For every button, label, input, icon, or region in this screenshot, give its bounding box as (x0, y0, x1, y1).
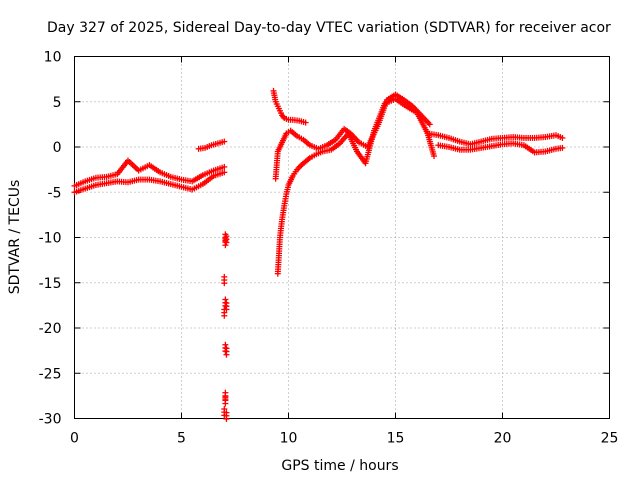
data-point (222, 400, 229, 407)
data-point (222, 242, 229, 249)
y-tick-label: 0 (53, 140, 62, 156)
x-tick-labels: 0 5 10 15 20 25 (70, 431, 618, 447)
x-tick-label: 0 (70, 431, 79, 447)
data-point (221, 306, 228, 313)
y-tick-label: -10 (39, 231, 62, 247)
data-point (221, 163, 228, 170)
x-tick-label: 15 (387, 431, 405, 447)
y-tick-label: -5 (48, 185, 62, 201)
data-point (223, 351, 230, 358)
y-tick-label: -30 (39, 412, 62, 428)
x-tick-label: 5 (177, 431, 186, 447)
data-point (223, 239, 230, 246)
y-axis-title: SDTVAR / TECUs (7, 180, 23, 295)
data-point (559, 144, 566, 151)
data-point (222, 341, 229, 348)
axis-ticks (74, 56, 610, 419)
data-point (223, 415, 230, 422)
y-tick-label: -20 (39, 321, 62, 337)
y-tick-label: -25 (39, 366, 62, 382)
y-tick-label: -15 (39, 276, 62, 292)
data-point (223, 345, 230, 352)
data-point (221, 273, 228, 280)
data-point (223, 300, 230, 307)
data-point (559, 134, 566, 141)
grid-lines (74, 56, 610, 419)
x-tick-label: 10 (280, 431, 298, 447)
data-point (222, 296, 229, 303)
chart-title: Day 327 of 2025, Sidereal Day-to-day VTE… (47, 20, 611, 36)
data-point (426, 121, 433, 128)
y-tick-label: 5 (53, 95, 62, 111)
data-point (221, 405, 228, 412)
data-point (221, 169, 228, 176)
data-point (431, 153, 438, 160)
y-tick-label: 10 (44, 50, 62, 66)
x-tick-label: 20 (494, 431, 512, 447)
x-axis-title: GPS time / hours (281, 458, 398, 474)
data-points (71, 87, 566, 422)
data-point (223, 233, 230, 240)
data-point (221, 138, 228, 145)
data-point (221, 280, 228, 287)
data-point (222, 394, 229, 401)
data-point (223, 409, 230, 416)
x-tick-label: 25 (601, 431, 619, 447)
data-point (221, 312, 228, 319)
y-tick-labels: -30 -25 -20 -15 -10 -5 0 5 10 (39, 50, 62, 428)
data-point (302, 119, 309, 126)
